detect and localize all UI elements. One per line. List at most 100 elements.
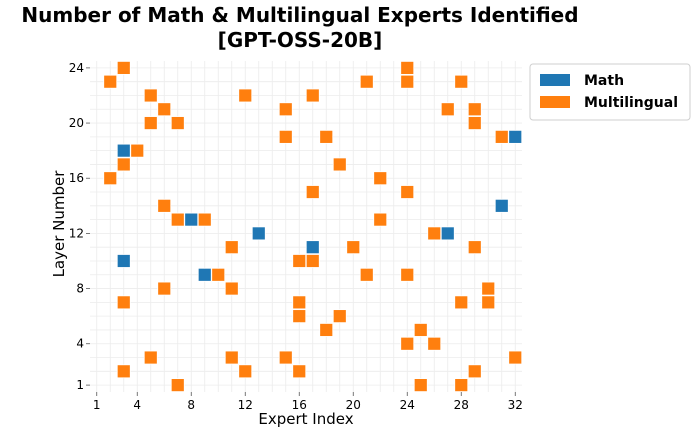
multilingual-marker xyxy=(103,74,118,89)
multilingual-marker xyxy=(359,74,374,89)
multilingual-marker xyxy=(454,378,469,393)
multilingual-marker xyxy=(413,323,428,337)
x-axis-label: Expert Index xyxy=(258,410,353,428)
multilingual-marker xyxy=(238,88,253,103)
math-marker xyxy=(116,143,131,158)
x-tick-label: 8 xyxy=(187,398,195,412)
legend-label-math: Math xyxy=(584,73,624,89)
y-tick-label: 12 xyxy=(69,226,84,240)
multilingual-marker xyxy=(116,295,131,310)
chart-title-line-1: Number of Math & Multilingual Experts Id… xyxy=(21,3,578,27)
multilingual-marker xyxy=(157,281,172,296)
multilingual-marker xyxy=(143,350,158,365)
y-axis-ticks: 1 4 8 12 16 20 24 xyxy=(69,61,90,392)
multilingual-marker xyxy=(319,129,334,144)
y-tick-label: 1 xyxy=(76,378,84,392)
math-marker xyxy=(116,254,131,268)
multilingual-marker xyxy=(170,116,185,130)
legend: Math Multilingual xyxy=(529,63,691,121)
multilingual-marker xyxy=(305,185,320,199)
multilingual-marker xyxy=(292,295,307,310)
multilingual-marker xyxy=(224,240,239,255)
multilingual-marker xyxy=(278,102,293,117)
math-marker xyxy=(197,267,212,282)
multilingual-marker xyxy=(157,102,172,117)
multilingual-marker xyxy=(494,129,509,144)
multilingual-marker xyxy=(211,267,226,282)
multilingual-marker xyxy=(332,157,347,172)
multilingual-marker xyxy=(224,350,239,365)
y-tick-label: 8 xyxy=(76,282,84,296)
chart-title-line-2: [GPT-OSS-20B] xyxy=(218,28,383,52)
multilingual-marker xyxy=(197,212,212,227)
plot-grid xyxy=(90,61,522,392)
multilingual-marker xyxy=(143,116,158,130)
y-tick-label: 24 xyxy=(69,61,84,75)
multilingual-marker xyxy=(238,364,253,379)
multilingual-marker xyxy=(400,74,415,89)
multilingual-marker xyxy=(346,240,361,255)
multilingual-marker xyxy=(427,226,442,241)
x-axis-ticks: 1 4 8 12 16 20 24 28 32 xyxy=(93,392,523,412)
multilingual-marker xyxy=(319,323,334,337)
x-tick-label: 1 xyxy=(93,398,101,412)
data-markers xyxy=(103,60,523,393)
multilingual-marker xyxy=(454,295,469,310)
y-tick-label: 20 xyxy=(69,116,84,130)
multilingual-marker xyxy=(400,336,415,351)
math-marker xyxy=(251,226,266,241)
multilingual-marker xyxy=(373,171,388,186)
multilingual-marker xyxy=(170,212,185,227)
math-marker xyxy=(494,198,509,213)
x-tick-label: 28 xyxy=(454,398,469,412)
multilingual-marker xyxy=(467,240,482,255)
multilingual-marker xyxy=(278,129,293,144)
multilingual-marker xyxy=(400,185,415,199)
multilingual-marker xyxy=(224,281,239,296)
math-marker xyxy=(508,129,523,144)
multilingual-marker xyxy=(116,60,131,75)
x-tick-label: 32 xyxy=(508,398,523,412)
x-tick-label: 12 xyxy=(238,398,253,412)
legend-swatch-multilingual xyxy=(540,96,570,108)
multilingual-marker xyxy=(143,88,158,103)
x-tick-label: 24 xyxy=(400,398,415,412)
multilingual-marker xyxy=(508,350,523,365)
multilingual-marker xyxy=(467,116,482,130)
y-tick-label: 4 xyxy=(76,337,84,351)
multilingual-marker xyxy=(481,295,496,310)
multilingual-marker xyxy=(292,364,307,379)
multilingual-marker xyxy=(157,198,172,213)
multilingual-marker xyxy=(454,74,469,89)
multilingual-marker xyxy=(116,364,131,379)
multilingual-marker xyxy=(130,143,145,158)
math-marker xyxy=(440,226,455,241)
multilingual-marker xyxy=(400,267,415,282)
x-tick-label: 4 xyxy=(133,398,141,412)
y-tick-label: 16 xyxy=(69,171,84,185)
x-tick-label: 20 xyxy=(346,398,361,412)
multilingual-marker xyxy=(292,309,307,324)
y-axis-label: Layer Number xyxy=(50,170,68,278)
multilingual-marker xyxy=(278,350,293,365)
legend-label-multilingual: Multilingual xyxy=(584,95,678,111)
legend-swatch-math xyxy=(540,74,570,86)
multilingual-marker xyxy=(481,281,496,296)
multilingual-marker xyxy=(103,171,118,186)
multilingual-marker xyxy=(467,102,482,117)
multilingual-marker xyxy=(305,254,320,268)
multilingual-marker xyxy=(170,378,185,393)
multilingual-marker xyxy=(332,309,347,324)
multilingual-marker xyxy=(427,336,442,351)
x-tick-label: 16 xyxy=(292,398,307,412)
multilingual-marker xyxy=(359,267,374,282)
chart-title: Number of Math & Multilingual Experts Id… xyxy=(21,3,578,52)
multilingual-marker xyxy=(413,378,428,393)
math-marker xyxy=(184,212,199,227)
multilingual-marker xyxy=(400,60,415,75)
math-marker xyxy=(305,240,320,255)
multilingual-marker xyxy=(440,102,455,117)
multilingual-marker xyxy=(116,157,131,172)
multilingual-marker xyxy=(305,88,320,103)
